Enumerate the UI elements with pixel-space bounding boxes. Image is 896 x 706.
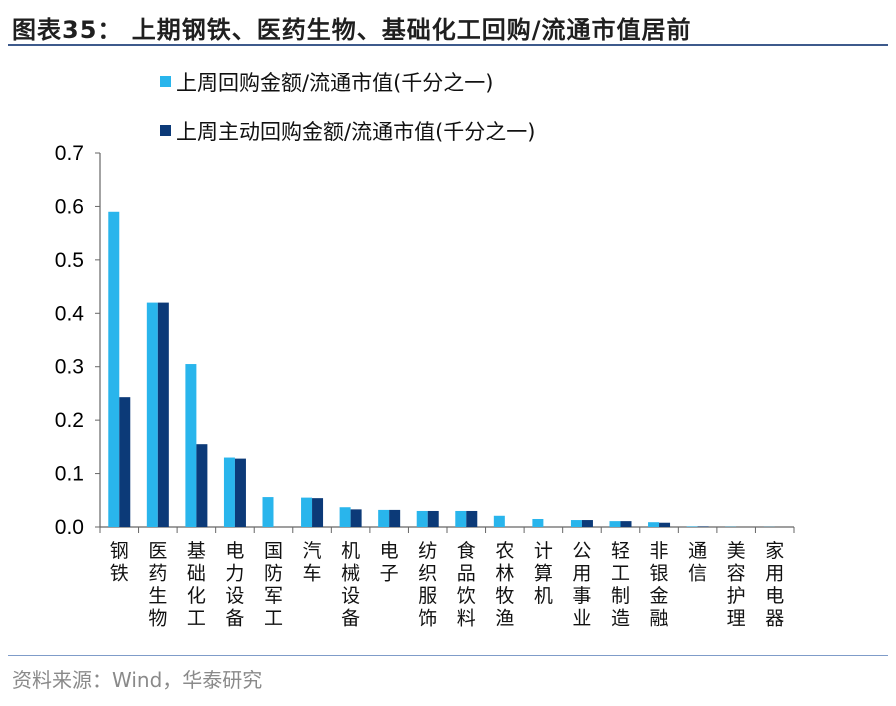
x-category-label: 钢铁 [110,540,129,585]
x-category-label: 基础化工 [187,540,206,630]
bar-series-1-2 [185,364,197,527]
bar-series-1-11 [532,518,544,527]
x-category-label: 非银金融 [650,540,669,630]
bar-series-2-7 [389,509,401,527]
x-category-label: 美容护理 [727,540,746,630]
bar-series-1-7 [378,509,390,527]
bar-series-2-13 [620,521,632,527]
bars [108,211,775,527]
bar-series-2-9 [466,510,478,527]
title-divider [8,44,888,46]
bar-series-2-5 [312,498,324,527]
x-category-label: 轻工制造 [611,540,630,630]
x-category-label: 电子 [380,540,399,585]
bar-chart: 上周回购金额/流通市值(千分之一) 上周主动回购金额/流通市值(千分之一) 0.… [55,71,795,630]
y-tick-label: 0.1 [55,463,84,486]
legend: 上周回购金额/流通市值(千分之一) 上周主动回购金额/流通市值(千分之一) [160,71,535,144]
bar-series-1-5 [301,497,313,527]
bar-series-1-4 [262,497,274,527]
y-tick-label: 0.5 [55,249,84,272]
legend-swatch-series-2 [160,125,171,136]
x-category-label: 计算机 [534,540,553,607]
bar-series-2-8 [427,510,439,527]
bar-series-1-10 [493,515,505,527]
bar-series-2-3 [234,458,246,527]
x-category-label: 食品饮料 [457,540,476,630]
bar-series-1-3 [223,457,235,527]
y-axis-labels: 0.0 0.1 0.2 0.3 0.4 0.5 0.6 0.7 [55,142,85,539]
bar-series-1-14 [648,522,660,527]
bar-series-1-9 [455,510,467,527]
y-tick-label: 0.6 [55,195,84,218]
x-category-label: 公用事业 [572,540,591,630]
bar-series-1-12 [570,520,582,527]
bar-series-2-1 [157,302,169,527]
legend-label-series-1: 上周回购金额/流通市值(千分之一) [176,71,493,95]
x-category-label: 家用电器 [765,540,784,630]
bar-series-1-8 [416,510,428,527]
y-tick-label: 0.7 [55,142,84,165]
x-category-label: 纺织服饰 [418,540,437,630]
x-category-label: 电力设备 [225,540,244,630]
bar-series-2-15 [697,526,709,527]
footer-divider [8,655,888,656]
bar-series-2-6 [350,509,362,527]
x-category-label: 国防军工 [264,540,283,630]
chart-title: 图表35： 上期钢铁、医药生物、基础化工回购/流通市值居前 [12,16,692,44]
bar-series-1-6 [339,507,351,527]
bar-series-1-1 [146,302,158,527]
bar-series-2-2 [196,444,208,527]
x-category-label: 医药生物 [148,540,167,630]
y-tick-label: 0.0 [55,516,84,539]
bar-series-1-15 [686,526,698,527]
bar-series-1-0 [108,211,120,527]
bar-series-2-12 [581,520,593,527]
axes [95,152,795,533]
legend-swatch-series-1 [160,76,171,87]
x-category-label: 汽车 [303,540,322,585]
y-tick-label: 0.4 [55,302,85,325]
x-category-label: 农林牧渔 [495,540,514,630]
x-category-label: 机械设备 [341,540,360,630]
y-tick-label: 0.2 [55,409,84,432]
bar-series-2-0 [119,397,131,527]
source-note: 资料来源：Wind，华泰研究 [12,668,263,692]
legend-label-series-2: 上周主动回购金额/流通市值(千分之一) [176,120,535,144]
bar-series-1-13 [609,521,621,527]
y-tick-label: 0.3 [55,356,84,379]
x-category-label: 通信 [688,540,707,585]
bar-series-2-14 [659,522,671,527]
